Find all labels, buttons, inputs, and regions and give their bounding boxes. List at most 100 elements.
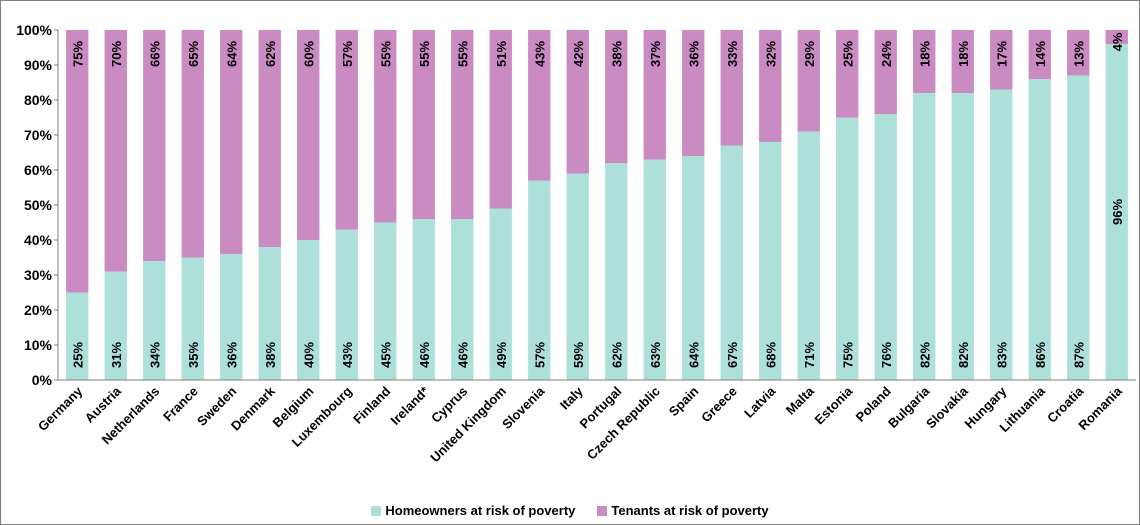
data-label-tenants: 43% bbox=[532, 41, 547, 67]
legend-label-homeowners: Homeowners at risk of poverty bbox=[385, 503, 576, 518]
bar-homeowners bbox=[643, 159, 666, 380]
legend-label-tenants: Tenants at risk of poverty bbox=[611, 503, 769, 518]
bar-homeowners bbox=[990, 89, 1013, 380]
y-tick-label: 10% bbox=[24, 337, 53, 353]
data-label-homeowners: 75% bbox=[840, 342, 855, 368]
bar-homeowners bbox=[682, 156, 705, 380]
y-tick-label: 80% bbox=[24, 92, 53, 108]
data-label-tenants: 33% bbox=[725, 41, 740, 67]
x-tick-label: Latvia bbox=[741, 383, 779, 421]
legend: Homeowners at risk of poverty Tenants at… bbox=[0, 503, 1140, 518]
data-label-homeowners: 40% bbox=[301, 342, 316, 368]
bar-tenants bbox=[874, 30, 897, 114]
bar-homeowners bbox=[66, 292, 89, 380]
y-tick-label: 30% bbox=[24, 267, 53, 283]
bar-homeowners bbox=[1067, 75, 1090, 380]
bar-tenants bbox=[759, 30, 782, 142]
bar-tenants bbox=[181, 30, 204, 258]
data-label-homeowners: 45% bbox=[378, 342, 393, 368]
data-label-homeowners: 82% bbox=[917, 342, 932, 368]
bar-homeowners bbox=[874, 114, 897, 380]
x-tick-label: Spain bbox=[666, 383, 702, 419]
bar-homeowners bbox=[412, 219, 435, 380]
bar-homeowners bbox=[181, 257, 204, 380]
x-tick-label: Czech Republic bbox=[584, 384, 663, 463]
bar-tenants bbox=[951, 30, 974, 93]
x-axis: GermanyAustriaNetherlandsFranceSwedenDen… bbox=[35, 379, 1136, 465]
bar-homeowners bbox=[913, 93, 936, 380]
x-tick-label: Germany bbox=[35, 383, 86, 434]
x-tick-label: Finland bbox=[350, 383, 393, 426]
legend-swatch-homeowners bbox=[371, 505, 382, 516]
x-tick-label: Italy bbox=[557, 383, 587, 413]
data-label-tenants: 70% bbox=[109, 41, 124, 67]
bar-tenants bbox=[1105, 30, 1128, 44]
bar-homeowners bbox=[836, 117, 859, 380]
bar-homeowners bbox=[759, 142, 782, 380]
data-label-homeowners: 46% bbox=[417, 342, 432, 368]
y-tick-label: 20% bbox=[24, 302, 53, 318]
y-tick-label: 70% bbox=[24, 127, 53, 143]
data-label-homeowners: 31% bbox=[109, 342, 124, 368]
data-label-homeowners: 35% bbox=[186, 342, 201, 368]
bar-tenants bbox=[374, 30, 397, 223]
data-label-homeowners: 76% bbox=[879, 342, 894, 368]
data-label-homeowners: 64% bbox=[686, 342, 701, 368]
x-tick-label: Greece bbox=[698, 384, 740, 426]
x-tick-label: Malta bbox=[783, 383, 818, 418]
data-label-homeowners: 49% bbox=[494, 342, 509, 368]
data-label-tenants: 25% bbox=[840, 41, 855, 67]
data-label-homeowners: 25% bbox=[70, 342, 85, 368]
bar-homeowners bbox=[605, 163, 628, 380]
data-label-homeowners: 82% bbox=[956, 342, 971, 368]
data-label-homeowners: 36% bbox=[224, 342, 239, 368]
bar-tenants bbox=[566, 30, 589, 174]
data-label-homeowners: 96% bbox=[1110, 199, 1125, 225]
bar-homeowners bbox=[1028, 79, 1051, 380]
y-tick-label: 40% bbox=[24, 232, 53, 248]
bar-tenants bbox=[412, 30, 435, 219]
data-label-homeowners: 57% bbox=[532, 342, 547, 368]
x-tick-label: Ireland* bbox=[388, 383, 433, 428]
data-label-tenants: 51% bbox=[494, 41, 509, 67]
data-label-tenants: 57% bbox=[340, 41, 355, 67]
data-label-tenants: 18% bbox=[956, 41, 971, 67]
bar-tenants bbox=[220, 30, 243, 254]
data-label-homeowners: 63% bbox=[648, 342, 663, 368]
bar-homeowners bbox=[104, 271, 127, 380]
data-label-tenants: 62% bbox=[263, 41, 278, 67]
data-label-tenants: 24% bbox=[879, 41, 894, 67]
data-label-homeowners: 59% bbox=[571, 342, 586, 368]
data-label-tenants: 60% bbox=[301, 41, 316, 67]
bar-homeowners bbox=[374, 222, 397, 380]
data-label-tenants: 32% bbox=[763, 41, 778, 67]
bar-homeowners bbox=[451, 219, 474, 380]
stacked-bar-chart: 0% 10% 20% 30% 40% 50% 60% 70% 80% 90% 100% 25% 75%… bbox=[16, 22, 1136, 465]
data-label-tenants: 55% bbox=[455, 41, 470, 67]
data-label-homeowners: 71% bbox=[802, 342, 817, 368]
data-label-tenants: 65% bbox=[186, 41, 201, 67]
bar-tenants bbox=[143, 30, 166, 261]
bar-tenants bbox=[1067, 30, 1090, 76]
data-label-tenants: 75% bbox=[70, 41, 85, 67]
data-label-tenants: 42% bbox=[571, 41, 586, 67]
bar-homeowners bbox=[258, 247, 281, 380]
data-label-tenants: 55% bbox=[378, 41, 393, 67]
bar-tenants bbox=[297, 30, 320, 240]
data-label-tenants: 37% bbox=[648, 41, 663, 67]
bar-homeowners bbox=[335, 229, 358, 380]
data-label-homeowners: 68% bbox=[763, 342, 778, 368]
data-label-homeowners: 34% bbox=[147, 342, 162, 368]
bar-tenants bbox=[335, 30, 358, 230]
legend-swatch-tenants bbox=[597, 505, 608, 516]
data-label-tenants: 4% bbox=[1110, 32, 1125, 51]
bar-tenants bbox=[528, 30, 551, 181]
bar-tenants bbox=[1028, 30, 1051, 79]
y-tick-label: 60% bbox=[24, 162, 53, 178]
data-label-tenants: 38% bbox=[609, 41, 624, 67]
data-label-homeowners: 38% bbox=[263, 342, 278, 368]
bar-tenants bbox=[913, 30, 936, 93]
data-label-tenants: 55% bbox=[417, 41, 432, 67]
data-label-tenants: 13% bbox=[1071, 41, 1086, 67]
bar-homeowners bbox=[720, 145, 743, 380]
